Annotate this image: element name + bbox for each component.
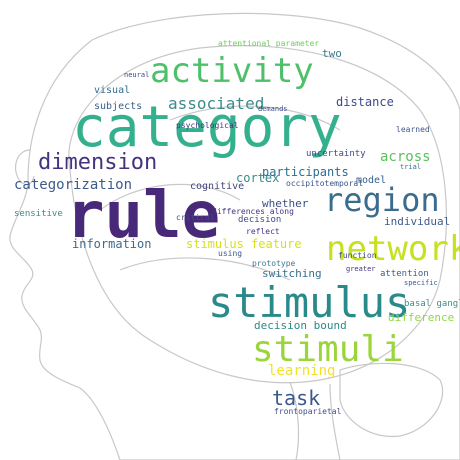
head-outline	[9, 12, 460, 460]
word-rule: rule	[66, 179, 221, 253]
word-cognitive: cognitive	[190, 181, 245, 192]
word-across: across	[380, 149, 431, 165]
word-dimension: dimension	[38, 150, 158, 175]
word-visual: visual	[94, 85, 131, 96]
word-switching: switching	[262, 267, 322, 280]
word-activity: activity	[150, 51, 314, 91]
word-basal-ganglia: basal ganglia	[404, 299, 460, 309]
word-sensitive: sensitive	[14, 209, 63, 219]
word-trial: trial	[400, 163, 422, 171]
word-greater: greater	[346, 265, 376, 273]
word-function: function	[338, 251, 377, 260]
word-attentional-parameter: attentional parameter	[218, 39, 320, 48]
word-occipitotemporal: occipitotemporal	[286, 179, 364, 188]
word-category: category	[72, 95, 342, 160]
word-network: network	[326, 229, 460, 269]
brain-outline	[68, 45, 447, 384]
word-frontoparietal: frontoparietal	[274, 407, 342, 416]
word-using: using	[218, 249, 243, 258]
word-difference: difference	[388, 311, 455, 324]
cerebellum-outline	[339, 362, 444, 438]
brainstem-outline	[289, 381, 341, 460]
word-attention: attention	[380, 269, 429, 279]
word-decision-bound: decision bound	[254, 319, 347, 332]
word-uncertainty: uncertainty	[306, 149, 366, 159]
word-task: task	[272, 386, 321, 410]
word-individual: individual	[384, 215, 451, 228]
word-reflect: reflect	[246, 227, 280, 236]
word-whether: whether	[262, 197, 309, 210]
word-participants: participants	[262, 165, 349, 179]
word-information: information	[72, 237, 152, 251]
word-associated: associated	[168, 94, 265, 113]
word-learned: learned	[396, 125, 430, 134]
word-specific: specific	[404, 279, 438, 287]
word-cortex: cortex	[236, 171, 280, 185]
word-psychological: psychological	[176, 121, 239, 130]
word-critical: critical	[176, 213, 215, 222]
ear-outline	[15, 149, 35, 186]
word-model: model	[356, 175, 387, 186]
word-neural: neural	[124, 71, 150, 79]
word-stimuli: stimuli	[252, 329, 404, 370]
word-two: two	[322, 47, 342, 60]
word-categorization: categorization	[14, 177, 133, 193]
word-differences-along: differences along	[212, 207, 294, 216]
word-decision: decision	[238, 215, 282, 225]
word-demands: demands	[258, 105, 288, 113]
word-learning: learning	[268, 363, 336, 379]
word-stimulus-feature: stimulus feature	[186, 237, 302, 251]
word-subjects: subjects	[94, 101, 143, 112]
word-distance: distance	[336, 95, 394, 109]
word-stimulus: stimulus	[208, 278, 411, 327]
word-prototype: prototype	[252, 259, 296, 268]
word-region: region	[324, 181, 440, 219]
